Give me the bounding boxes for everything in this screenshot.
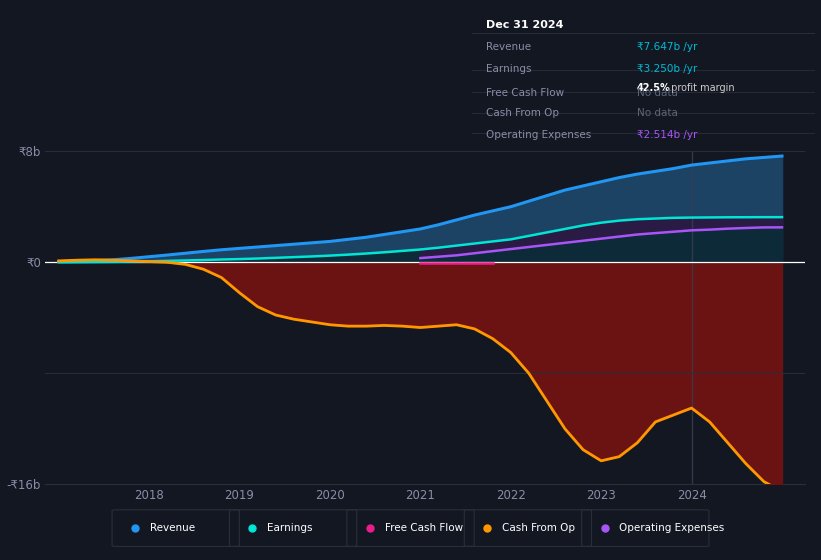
- Text: No data: No data: [637, 108, 677, 118]
- Text: Cash From Op: Cash From Op: [502, 523, 575, 533]
- Text: No data: No data: [637, 88, 677, 98]
- Text: Free Cash Flow: Free Cash Flow: [384, 523, 463, 533]
- Text: Operating Expenses: Operating Expenses: [486, 130, 591, 141]
- Text: ₹7.647b /yr: ₹7.647b /yr: [637, 43, 697, 52]
- Text: ₹2.514b /yr: ₹2.514b /yr: [637, 130, 697, 141]
- Text: Earnings: Earnings: [486, 64, 531, 74]
- Text: ₹3.250b /yr: ₹3.250b /yr: [637, 64, 697, 74]
- Text: Dec 31 2024: Dec 31 2024: [486, 20, 563, 30]
- Text: Revenue: Revenue: [486, 43, 531, 52]
- Text: 42.5%: 42.5%: [637, 83, 671, 94]
- Text: Cash From Op: Cash From Op: [486, 108, 559, 118]
- Text: Operating Expenses: Operating Expenses: [620, 523, 725, 533]
- Text: Free Cash Flow: Free Cash Flow: [486, 88, 564, 98]
- Text: Revenue: Revenue: [149, 523, 195, 533]
- Text: profit margin: profit margin: [667, 83, 734, 94]
- Text: Earnings: Earnings: [268, 523, 313, 533]
